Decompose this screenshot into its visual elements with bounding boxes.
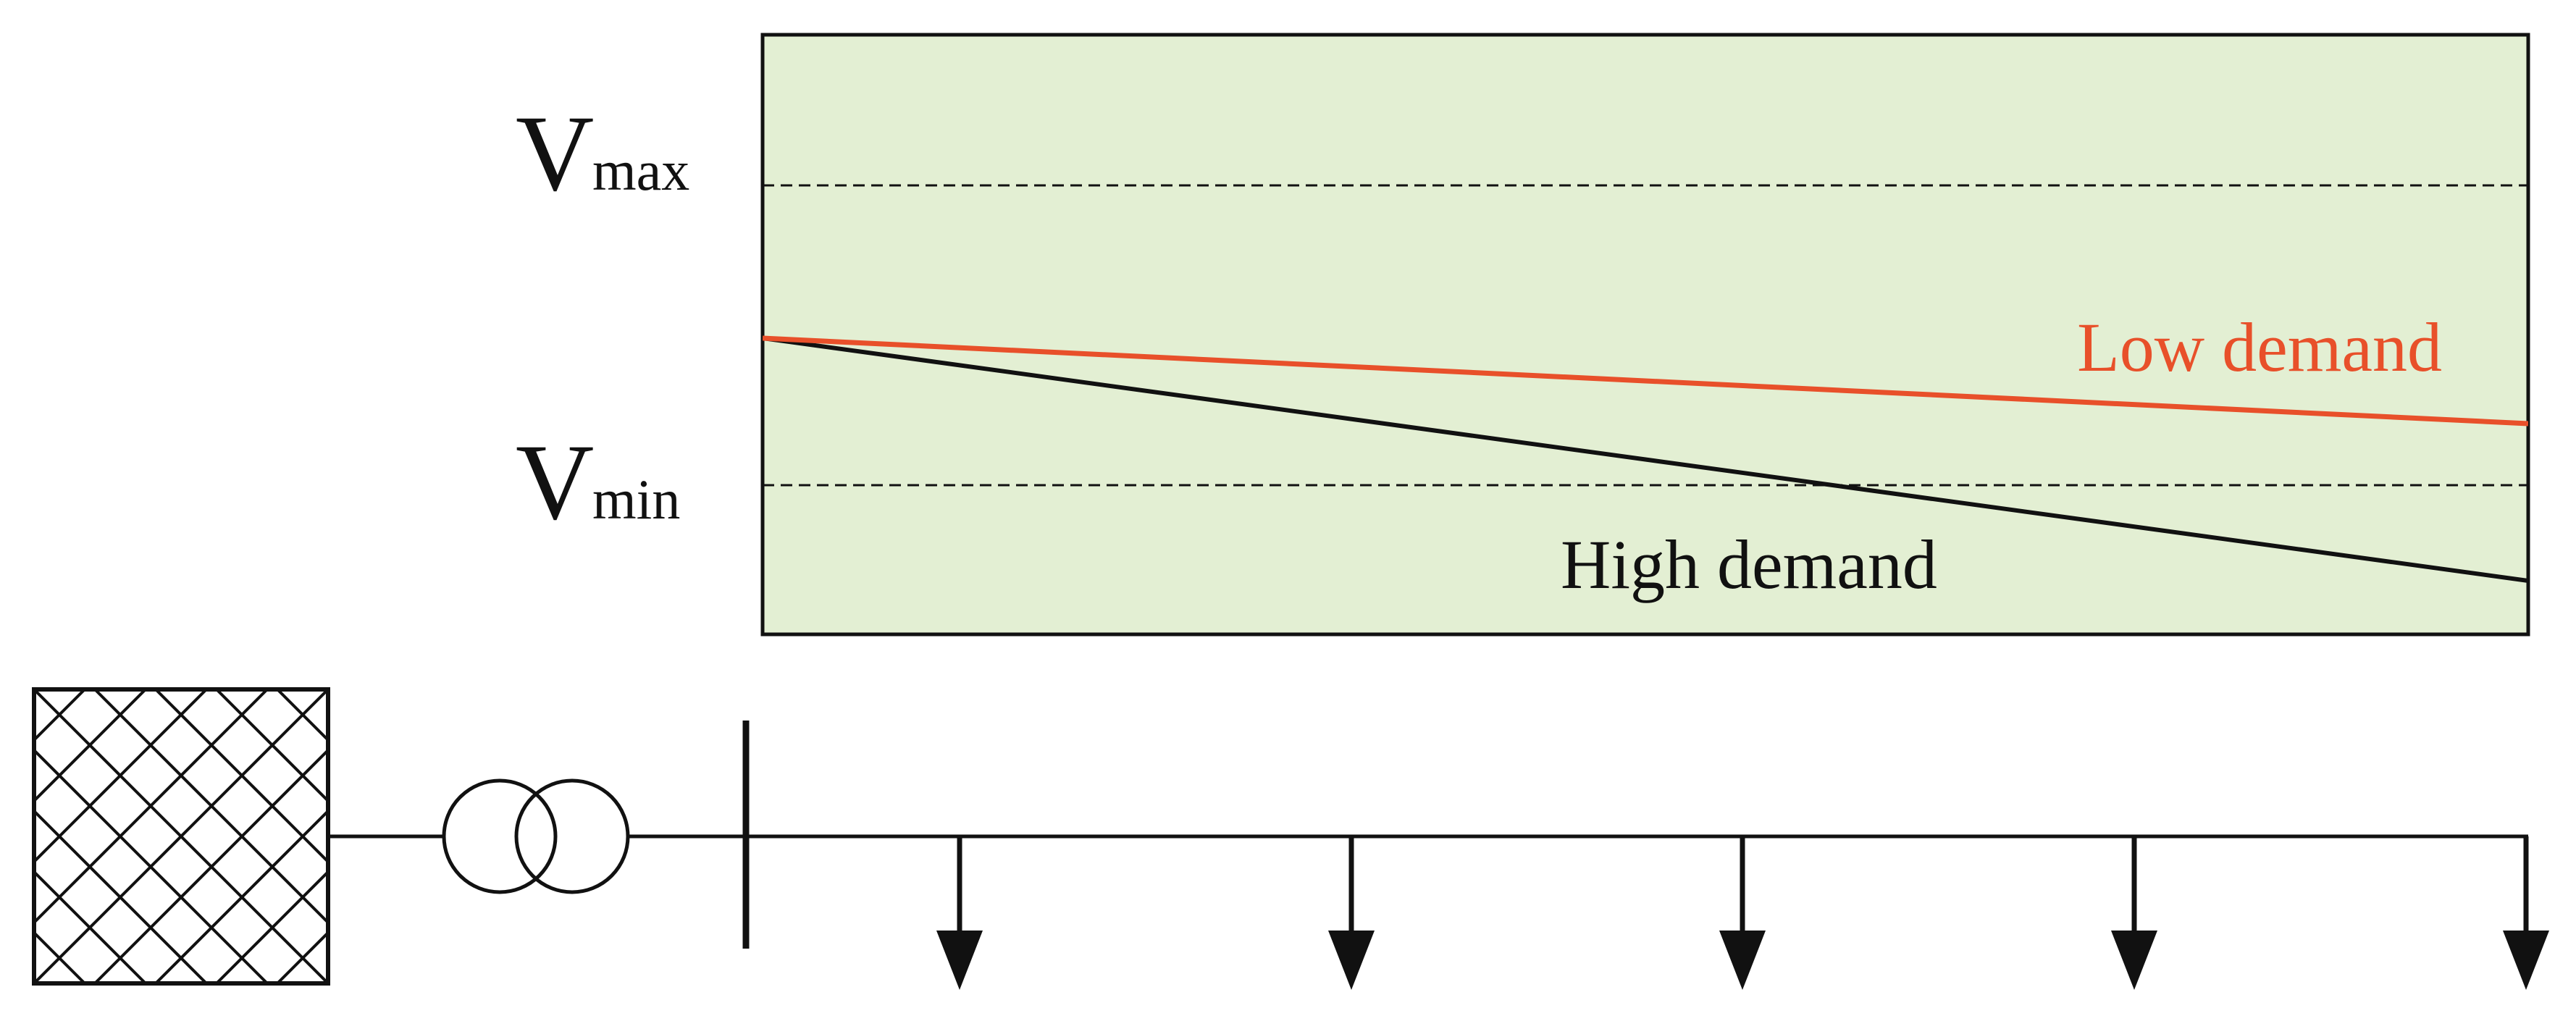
transformer-icon [442,778,630,894]
low-demand-profile-line [763,335,2528,427]
hatched-grid-source-icon [32,687,330,986]
vmin-label-main: V [516,422,594,542]
load-arrow-icon [1719,836,1766,990]
load-arrow-icon [2503,836,2549,990]
low-demand-label: Low demand [2077,308,2442,386]
vmax-label-subscript: max [592,139,689,202]
vmin-label: V min [516,422,680,542]
network-single-line [32,687,2549,990]
vmax-label-main: V [516,93,594,214]
voltage-profile-plot: Low demand High demand [760,33,2530,637]
plot-background [760,33,2530,637]
load-arrow-icon [2111,836,2157,990]
load-arrow-icon [936,836,983,990]
high-demand-label: High demand [1561,526,1937,603]
high-demand-profile-line [763,336,2528,583]
vmax-label: V max [516,93,689,214]
load-arrow-icon [1328,836,1375,990]
vmin-label-subscript: min [592,468,680,531]
